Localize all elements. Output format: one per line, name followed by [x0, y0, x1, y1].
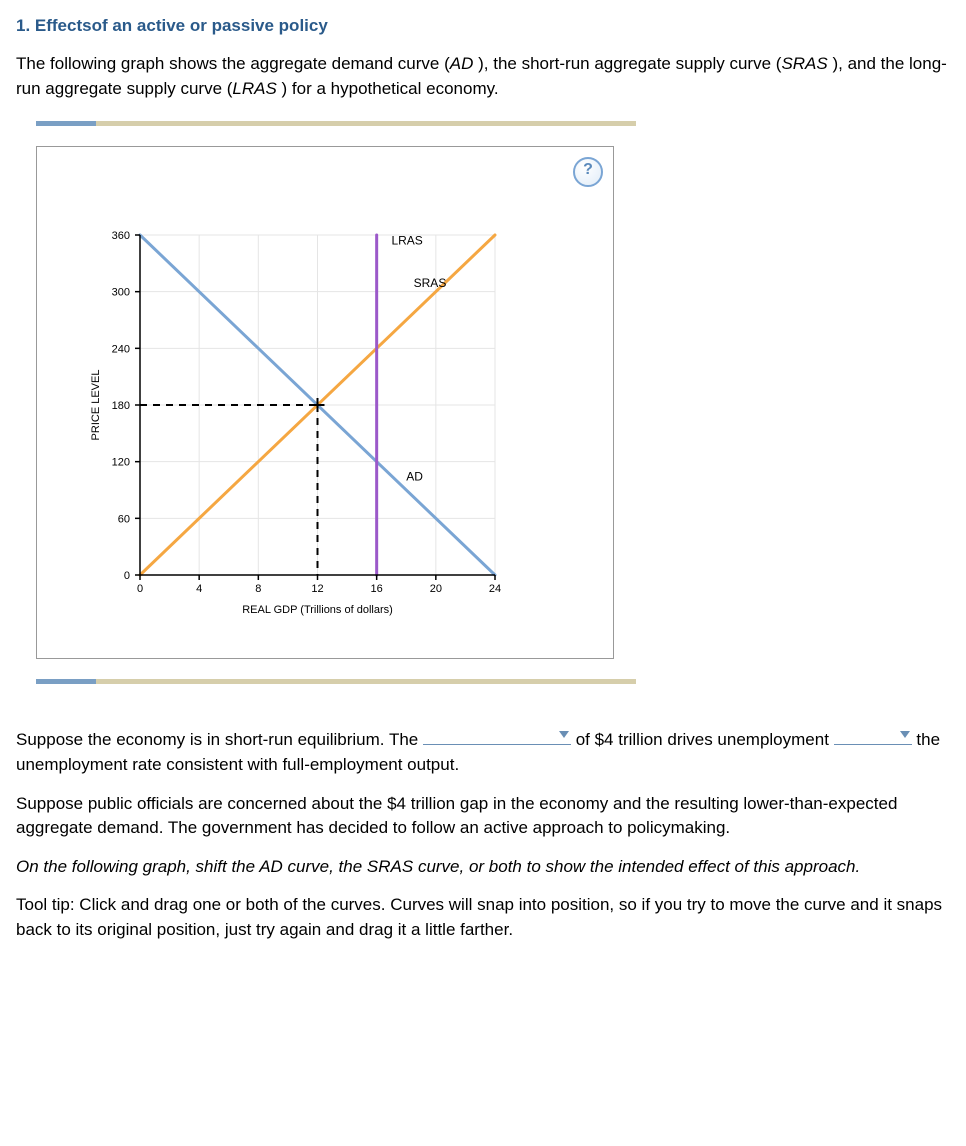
- instr-p2: curve, the: [283, 857, 367, 876]
- svg-text:REAL GDP (Trillions of dollars: REAL GDP (Trillions of dollars): [242, 604, 393, 616]
- svg-text:4: 4: [196, 583, 202, 595]
- instr-p1: On the following graph, shift the: [16, 857, 259, 876]
- chart-svg[interactable]: ADSRASLRAS04812162024060120180240300360R…: [85, 225, 525, 625]
- svg-text:8: 8: [255, 583, 261, 595]
- graph-widget: ? ADSRASLRAS0481216202406012018024030036…: [36, 121, 636, 684]
- svg-text:0: 0: [137, 583, 143, 595]
- intro-p4: ) for a hypothetical economy.: [277, 79, 499, 98]
- svg-text:20: 20: [430, 583, 442, 595]
- lras-term: LRAS: [232, 79, 276, 98]
- fill-p2: of $4 trillion drives unemployment: [576, 730, 834, 749]
- unemployment-direction-dropdown[interactable]: [834, 724, 912, 745]
- fill-sentence: Suppose the economy is in short-run equi…: [16, 724, 950, 777]
- divider-top: [36, 121, 636, 126]
- svg-text:360: 360: [112, 230, 130, 242]
- tooltip-paragraph: Tool tip: Click and drag one or both of …: [16, 893, 950, 942]
- graph-frame: ? ADSRASLRAS0481216202406012018024030036…: [36, 146, 614, 659]
- sras-term: SRAS: [781, 54, 827, 73]
- svg-text:LRAS: LRAS: [391, 234, 422, 248]
- svg-text:240: 240: [112, 344, 130, 356]
- gap-type-dropdown[interactable]: [423, 724, 571, 745]
- svg-text:0: 0: [124, 570, 130, 582]
- intro-p2: ), the short-run aggregate supply curve …: [473, 54, 781, 73]
- svg-text:PRICE LEVEL: PRICE LEVEL: [90, 370, 102, 441]
- fill-p1: Suppose the economy is in short-run equi…: [16, 730, 423, 749]
- instr-ad: AD: [259, 857, 283, 876]
- intro-p1: The following graph shows the aggregate …: [16, 54, 450, 73]
- svg-text:16: 16: [371, 583, 383, 595]
- instruction-paragraph: On the following graph, shift the AD cur…: [16, 855, 950, 880]
- svg-text:60: 60: [118, 514, 130, 526]
- help-button[interactable]: ?: [573, 157, 603, 187]
- svg-text:24: 24: [489, 583, 501, 595]
- paragraph-policy: Suppose public officials are concerned a…: [16, 792, 950, 841]
- svg-text:SRAS: SRAS: [414, 276, 447, 290]
- svg-text:180: 180: [112, 400, 130, 412]
- instr-p3: curve, or both to show the intended effe…: [413, 857, 860, 876]
- question-title: 1. Effectsof an active or passive policy: [16, 16, 950, 36]
- chart-area[interactable]: ADSRASLRAS04812162024060120180240300360R…: [85, 225, 585, 630]
- ad-term: AD: [450, 54, 474, 73]
- svg-text:12: 12: [311, 583, 323, 595]
- divider-bottom: [36, 679, 636, 684]
- svg-text:120: 120: [112, 457, 130, 469]
- svg-text:AD: AD: [406, 470, 423, 484]
- intro-text: The following graph shows the aggregate …: [16, 52, 950, 101]
- svg-text:300: 300: [112, 287, 130, 299]
- instr-sras: SRAS: [367, 857, 413, 876]
